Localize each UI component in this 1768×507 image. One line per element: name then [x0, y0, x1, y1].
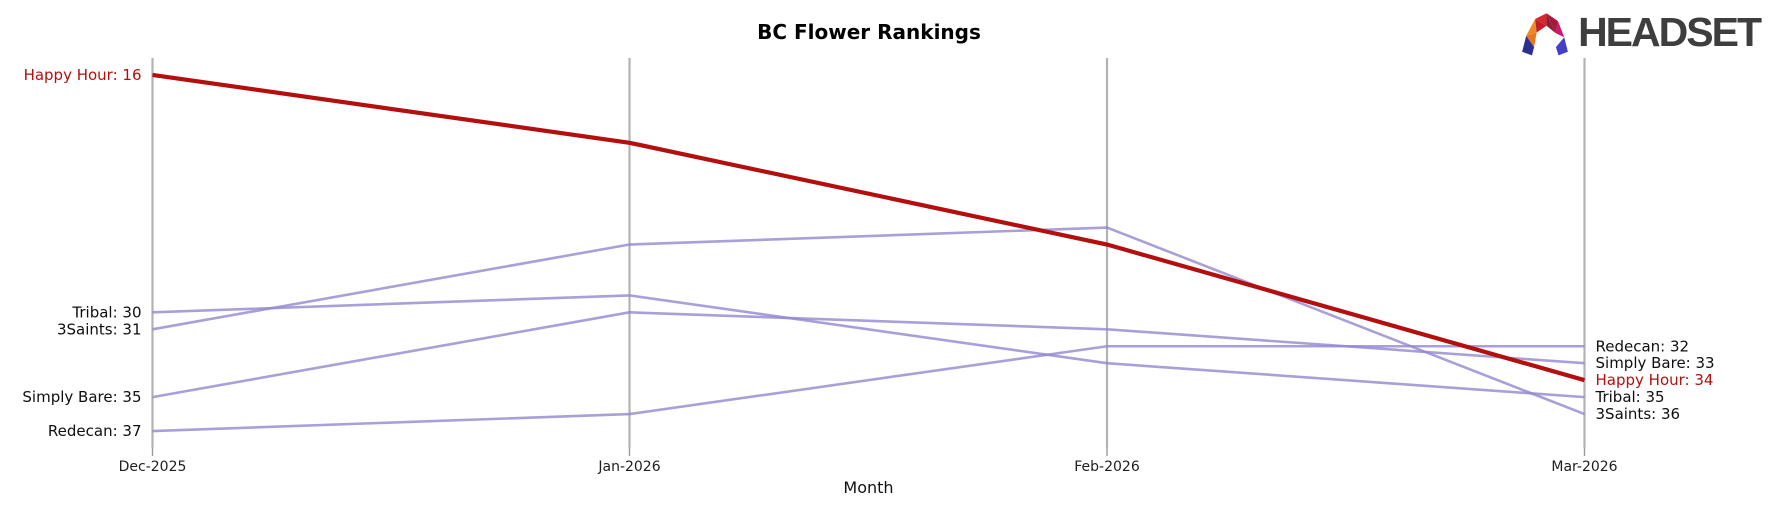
month-tick-label: Dec-2025	[119, 459, 187, 475]
end-label-happy-hour: Happy Hour: 34	[1596, 371, 1714, 389]
month-tick-label: Feb-2026	[1074, 459, 1140, 475]
month-tick-label: Mar-2026	[1551, 459, 1617, 475]
logo-facet	[1522, 35, 1535, 56]
logo-facet	[1526, 32, 1537, 48]
logo-facet	[1555, 21, 1565, 38]
x-axis-title: Month	[843, 478, 893, 497]
start-label-tribal: Tribal: 30	[71, 303, 141, 321]
page-title: BC Flower Rankings	[757, 20, 981, 44]
series-line-3saints	[152, 226, 1585, 416]
end-label-simply-bare: Simply Bare: 33	[1596, 354, 1715, 372]
logo-facet	[1546, 13, 1556, 34]
start-label-simply-bare: Simply Bare: 35	[22, 388, 141, 406]
end-label-3saints: 3Saints: 36	[1596, 405, 1681, 423]
end-label-tribal: Tribal: 35	[1595, 388, 1665, 406]
headset-logo: HEADSET	[1519, 6, 1762, 58]
logo-facet	[1546, 13, 1559, 34]
logo-facet	[1526, 19, 1537, 36]
end-label-redecan: Redecan: 32	[1596, 337, 1690, 355]
start-label-redecan: Redecan: 37	[48, 422, 142, 440]
series-line-redecan	[152, 344, 1585, 433]
start-label-3saints: 3Saints: 31	[57, 320, 142, 338]
series-line-happy-hour	[152, 72, 1586, 383]
series-line-tribal	[152, 294, 1585, 399]
logo-facet	[1555, 37, 1568, 56]
logo-facet	[1535, 13, 1547, 26]
headset-logo-icon	[1522, 13, 1568, 56]
start-label-happy-hour: Happy Hour: 16	[24, 66, 142, 84]
logo-facet	[1535, 19, 1547, 33]
headset-logo-text: HEADSET	[1578, 8, 1762, 55]
month-tick-label: Jan-2026	[597, 459, 660, 475]
series-line-simply-bare	[152, 311, 1585, 399]
